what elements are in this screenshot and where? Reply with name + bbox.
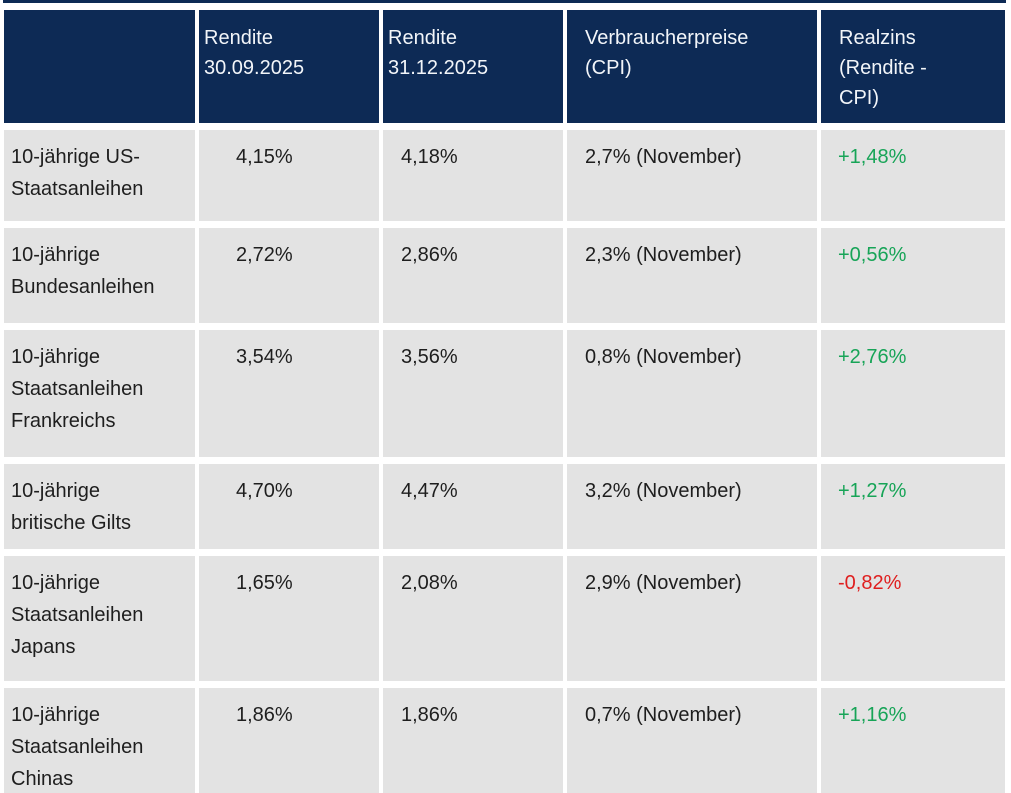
rendite-sep-cell: 3,54% [199, 330, 379, 457]
table-row-france: 10-jährige Staatsanleihen Frankreichs 3,… [4, 330, 1005, 457]
top-accent-bar [3, 0, 1006, 3]
bond-name-cell: 10-jährige US- Staatsanleihen [4, 130, 195, 221]
bond-name-cell: 10-jährige Staatsanleihen Chinas [4, 688, 195, 793]
rendite-dec-cell: 4,47% [383, 464, 563, 549]
rendite-dec-cell: 4,18% [383, 130, 563, 221]
cpi-cell: 0,7% (November) [567, 688, 817, 793]
rendite-dec-cell: 3,56% [383, 330, 563, 457]
rendite-sep-cell: 4,70% [199, 464, 379, 549]
rendite-dec-cell: 2,86% [383, 228, 563, 323]
cpi-cell: 2,3% (November) [567, 228, 817, 323]
rendite-sep-cell: 1,65% [199, 556, 379, 681]
table-row-uk: 10-jährige britische Gilts 4,70% 4,47% 3… [4, 464, 1005, 549]
table-row-bund: 10-jährige Bundesanleihen 2,72% 2,86% 2,… [4, 228, 1005, 323]
cpi-cell: 2,9% (November) [567, 556, 817, 681]
realzins-cell: +1,27% [821, 464, 1005, 549]
rendite-sep-cell: 4,15% [199, 130, 379, 221]
rendite-sep-cell: 1,86% [199, 688, 379, 793]
cpi-cell: 3,2% (November) [567, 464, 817, 549]
col-header-cpi: Verbraucherpreise (CPI) [567, 10, 817, 123]
bond-name-cell: 10-jährige Staatsanleihen Japans [4, 556, 195, 681]
realzins-cell: +0,56% [821, 228, 1005, 323]
cpi-cell: 0,8% (November) [567, 330, 817, 457]
table-row-japan: 10-jährige Staatsanleihen Japans 1,65% 2… [4, 556, 1005, 681]
realzins-cell: +1,16% [821, 688, 1005, 793]
rendite-sep-cell: 2,72% [199, 228, 379, 323]
bond-name-cell: 10-jährige Bundesanleihen [4, 228, 195, 323]
bond-name-cell: 10-jährige Staatsanleihen Frankreichs [4, 330, 195, 457]
cpi-cell: 2,7% (November) [567, 130, 817, 221]
bond-name-cell: 10-jährige britische Gilts [4, 464, 195, 549]
rendite-dec-cell: 2,08% [383, 556, 563, 681]
col-header-realzins: Realzins (Rendite - CPI) [821, 10, 1005, 123]
bond-yields-table: Rendite 30.09.2025 Rendite 31.12.2025 Ve… [0, 3, 1009, 793]
header-row: Rendite 30.09.2025 Rendite 31.12.2025 Ve… [4, 10, 1005, 123]
realzins-cell: +2,76% [821, 330, 1005, 457]
realzins-cell: +1,48% [821, 130, 1005, 221]
realzins-cell: -0,82% [821, 556, 1005, 681]
col-header-empty [4, 10, 195, 123]
table-row-us: 10-jährige US- Staatsanleihen 4,15% 4,18… [4, 130, 1005, 221]
col-header-rendite-sep: Rendite 30.09.2025 [199, 10, 379, 123]
table-row-china: 10-jährige Staatsanleihen Chinas 1,86% 1… [4, 688, 1005, 793]
rendite-dec-cell: 1,86% [383, 688, 563, 793]
col-header-rendite-dec: Rendite 31.12.2025 [383, 10, 563, 123]
